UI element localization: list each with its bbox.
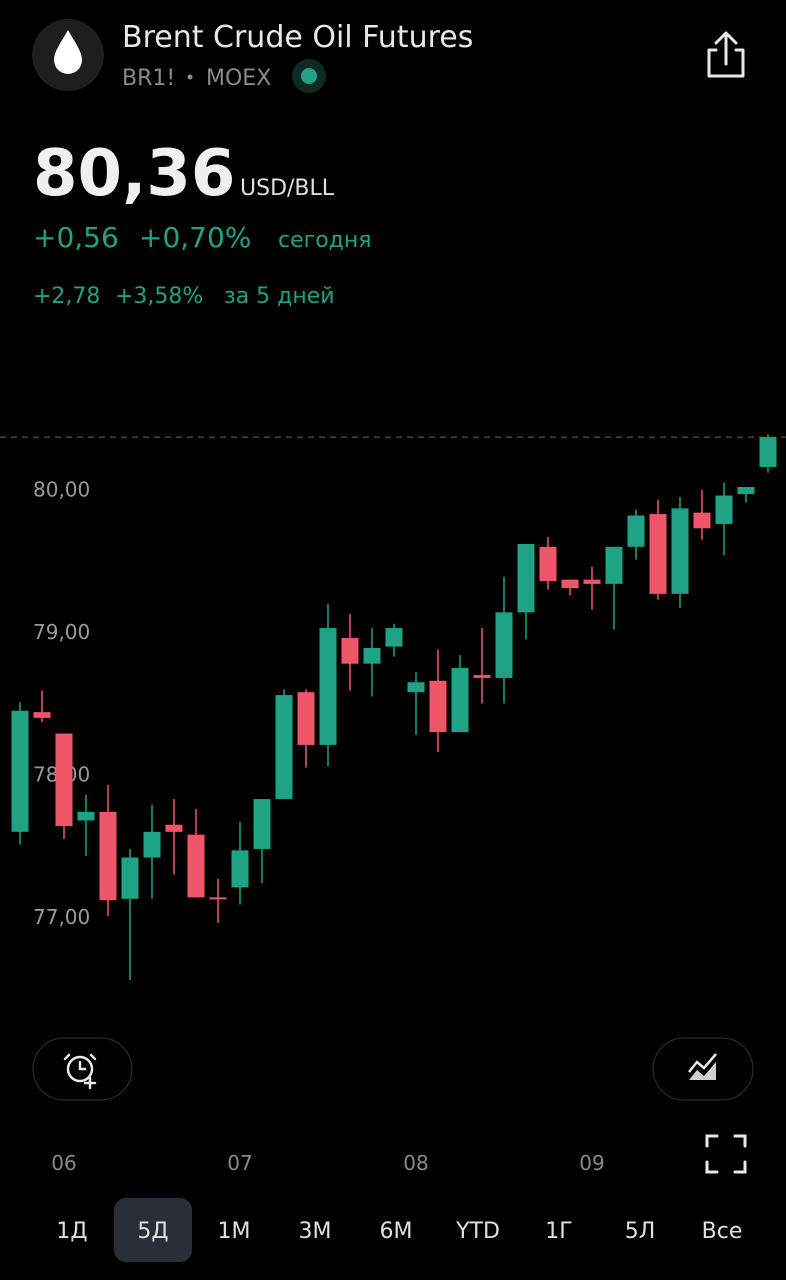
candle-body	[385, 628, 403, 647]
candle-body	[253, 799, 271, 849]
candle-body	[121, 857, 139, 899]
change-period: сегодня	[278, 228, 371, 253]
candle-body	[473, 675, 491, 678]
title: Brent Crude Oil Futures	[122, 20, 473, 55]
symbol-icon	[32, 19, 104, 91]
x-tick-label: 07	[227, 1151, 252, 1175]
range-button[interactable]: 1М	[218, 1219, 251, 1244]
change-pct: +0,70%	[139, 221, 251, 254]
candle-body	[627, 515, 645, 547]
candle-body	[671, 508, 689, 594]
candle-body	[517, 543, 535, 613]
candle-body	[407, 682, 425, 693]
candle-body	[759, 437, 777, 468]
range-button[interactable]: YTD	[455, 1219, 500, 1244]
separator	[187, 74, 193, 80]
candle-body	[451, 667, 469, 733]
range-button[interactable]: 5Д	[137, 1219, 168, 1244]
candle-body	[143, 831, 161, 858]
x-tick-label: 09	[579, 1151, 604, 1175]
y-tick-label: 80,00	[33, 477, 90, 501]
candle-body	[649, 514, 667, 594]
currency: USD/BLL	[240, 176, 335, 201]
candle-body	[55, 733, 73, 827]
candle-body	[11, 710, 29, 832]
range-button[interactable]: 1Д	[56, 1219, 87, 1244]
candle-body	[209, 897, 227, 900]
candle-body	[231, 850, 249, 888]
alert-button[interactable]	[32, 1037, 133, 1101]
range-button[interactable]: Все	[702, 1219, 743, 1244]
chart-style-button[interactable]	[652, 1037, 754, 1101]
range-button[interactable]: 3М	[299, 1219, 332, 1244]
x-tick-label: 08	[403, 1151, 428, 1175]
candle-body	[539, 546, 557, 582]
candle-body	[429, 680, 447, 733]
y-tick-label: 79,00	[33, 620, 90, 644]
candle-body	[341, 638, 359, 664]
candle-body	[737, 486, 755, 495]
exchange: MOEX	[206, 66, 271, 91]
candle-body	[693, 512, 711, 529]
candle-body	[561, 579, 579, 589]
y-tick-label: 77,00	[33, 905, 90, 929]
ticker: BR1!	[122, 66, 175, 91]
candle-body	[319, 628, 337, 745]
candle-body	[187, 834, 205, 898]
candle-body	[33, 712, 51, 718]
fullscreen-button[interactable]	[705, 1134, 747, 1174]
change5-period: за 5 дней	[224, 284, 335, 309]
candle-body	[99, 811, 117, 901]
x-tick-label: 06	[51, 1151, 76, 1175]
range-button[interactable]: 5Л	[625, 1219, 656, 1244]
change5: +2,78	[33, 284, 100, 309]
candle-body	[715, 495, 733, 525]
candle-body	[275, 695, 293, 800]
range-bar: 1Д 5Д 1М 3М 6М YTD 1Г 5Л Все	[56, 1198, 742, 1262]
candle-body	[605, 546, 623, 584]
range-button[interactable]: 1Г	[545, 1219, 572, 1244]
live-indicator	[292, 59, 326, 93]
candle-body	[77, 811, 95, 821]
candle-body	[495, 612, 513, 678]
price: 80,36	[33, 137, 235, 211]
candle-body	[583, 579, 601, 584]
share-button[interactable]	[707, 31, 745, 78]
change5-pct: +3,58%	[115, 284, 203, 309]
candle-body	[363, 648, 381, 664]
range-button[interactable]: 6М	[380, 1219, 413, 1244]
candle-body	[297, 692, 315, 745]
candle-body	[165, 824, 183, 832]
change: +0,56	[33, 221, 119, 254]
range-selected	[114, 1198, 192, 1262]
